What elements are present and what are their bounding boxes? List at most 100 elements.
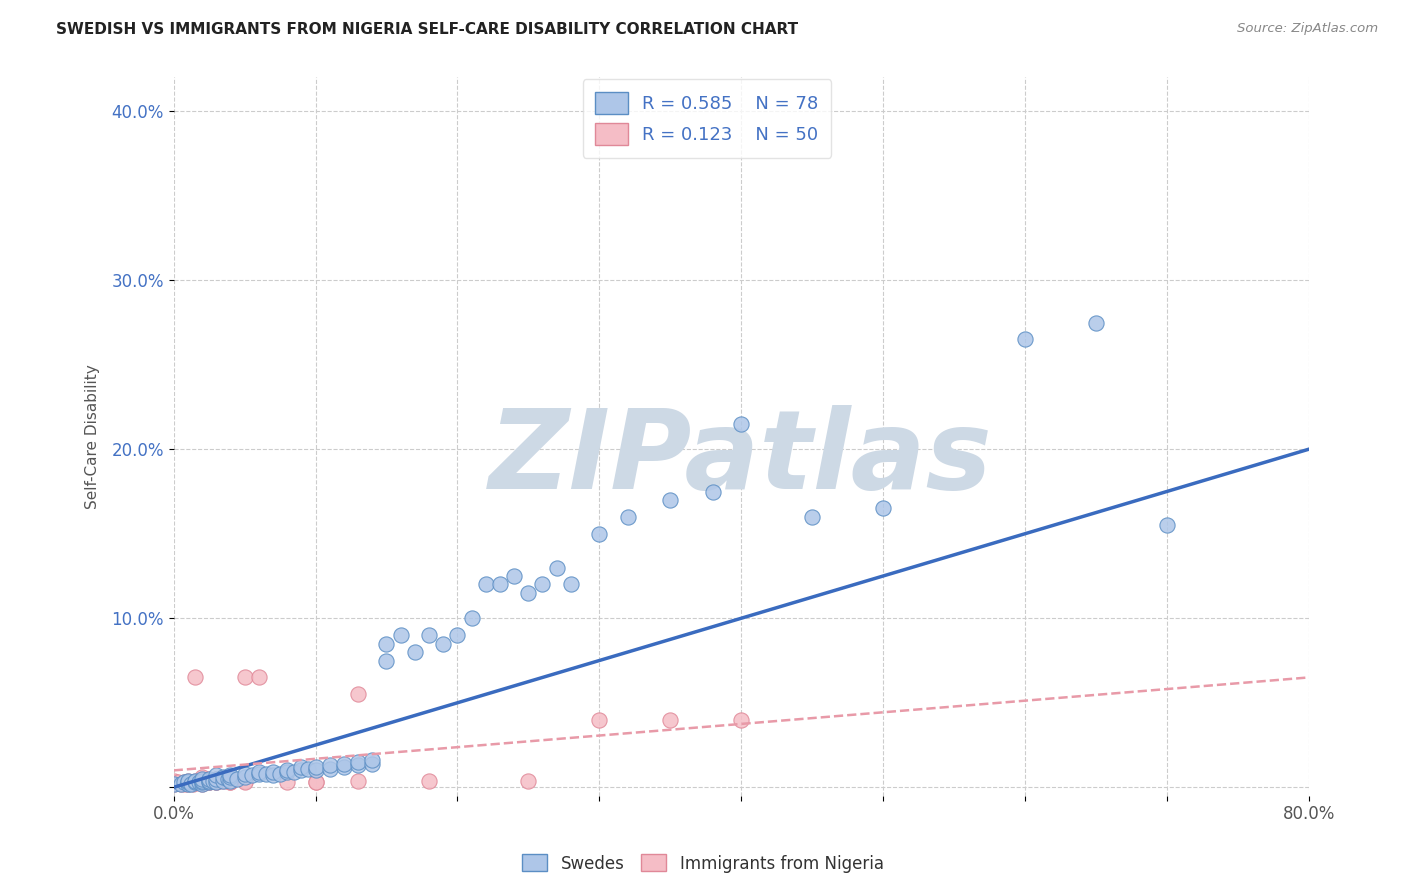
Point bbox=[180, 777, 202, 791]
Point bbox=[517, 773, 540, 788]
Point bbox=[191, 773, 214, 788]
Point bbox=[177, 775, 200, 789]
Point bbox=[177, 775, 200, 789]
Point bbox=[233, 670, 256, 684]
Point bbox=[217, 772, 239, 786]
Point bbox=[191, 775, 214, 789]
Point bbox=[659, 713, 682, 727]
Point bbox=[205, 773, 228, 788]
Point bbox=[404, 645, 426, 659]
Point bbox=[247, 766, 270, 780]
Point bbox=[361, 756, 384, 771]
Point bbox=[418, 628, 440, 642]
Point bbox=[276, 775, 298, 789]
Point bbox=[191, 770, 214, 784]
Point bbox=[333, 756, 356, 771]
Point bbox=[184, 773, 207, 788]
Point bbox=[304, 764, 326, 778]
Point bbox=[446, 628, 468, 642]
Point bbox=[297, 762, 319, 776]
Point bbox=[198, 773, 221, 788]
Point bbox=[233, 775, 256, 789]
Point bbox=[318, 762, 340, 776]
Point bbox=[247, 765, 270, 780]
Y-axis label: Self-Care Disability: Self-Care Disability bbox=[86, 364, 100, 509]
Point bbox=[162, 773, 184, 788]
Point bbox=[219, 770, 242, 784]
Point bbox=[177, 775, 200, 789]
Legend: Swedes, Immigrants from Nigeria: Swedes, Immigrants from Nigeria bbox=[516, 847, 890, 880]
Point bbox=[333, 760, 356, 774]
Point bbox=[198, 775, 221, 789]
Point bbox=[247, 670, 270, 684]
Point bbox=[170, 777, 193, 791]
Point bbox=[212, 770, 235, 784]
Point bbox=[418, 773, 440, 788]
Point bbox=[347, 687, 370, 701]
Point bbox=[219, 768, 242, 782]
Point bbox=[202, 773, 225, 788]
Point bbox=[276, 765, 298, 780]
Point bbox=[460, 611, 482, 625]
Text: Source: ZipAtlas.com: Source: ZipAtlas.com bbox=[1237, 22, 1378, 36]
Point bbox=[1014, 333, 1036, 347]
Point bbox=[191, 772, 214, 786]
Point bbox=[191, 775, 214, 789]
Point bbox=[205, 775, 228, 789]
Point bbox=[389, 628, 412, 642]
Point bbox=[191, 777, 214, 791]
Point bbox=[173, 775, 195, 789]
Point bbox=[191, 775, 214, 789]
Point bbox=[184, 670, 207, 684]
Point bbox=[347, 755, 370, 769]
Point bbox=[546, 560, 568, 574]
Point bbox=[240, 768, 263, 782]
Point bbox=[730, 713, 752, 727]
Point bbox=[219, 775, 242, 789]
Point bbox=[212, 773, 235, 788]
Point bbox=[375, 637, 398, 651]
Point bbox=[191, 775, 214, 789]
Text: SWEDISH VS IMMIGRANTS FROM NIGERIA SELF-CARE DISABILITY CORRELATION CHART: SWEDISH VS IMMIGRANTS FROM NIGERIA SELF-… bbox=[56, 22, 799, 37]
Point bbox=[318, 758, 340, 772]
Point bbox=[205, 772, 228, 786]
Point bbox=[730, 417, 752, 431]
Point bbox=[503, 569, 526, 583]
Point bbox=[659, 493, 682, 508]
Point bbox=[347, 773, 370, 788]
Point bbox=[198, 775, 221, 789]
Point bbox=[180, 775, 202, 789]
Point bbox=[233, 773, 256, 788]
Point bbox=[290, 760, 312, 774]
Point bbox=[177, 777, 200, 791]
Point bbox=[184, 775, 207, 789]
Point bbox=[205, 772, 228, 786]
Point bbox=[283, 765, 305, 780]
Point bbox=[233, 766, 256, 780]
Point bbox=[188, 775, 211, 789]
Point bbox=[205, 775, 228, 789]
Point bbox=[347, 758, 370, 772]
Point bbox=[262, 768, 284, 782]
Point bbox=[361, 753, 384, 767]
Point bbox=[304, 775, 326, 789]
Point bbox=[269, 766, 291, 780]
Point bbox=[191, 773, 214, 788]
Point bbox=[177, 773, 200, 788]
Point bbox=[304, 760, 326, 774]
Point bbox=[177, 777, 200, 791]
Point bbox=[184, 773, 207, 788]
Point bbox=[174, 777, 197, 791]
Point bbox=[167, 775, 190, 789]
Point bbox=[474, 577, 496, 591]
Point bbox=[173, 775, 195, 789]
Point bbox=[219, 773, 242, 788]
Point bbox=[1156, 518, 1178, 533]
Point bbox=[219, 775, 242, 789]
Point bbox=[517, 586, 540, 600]
Point bbox=[191, 772, 214, 786]
Point bbox=[375, 654, 398, 668]
Point bbox=[531, 577, 554, 591]
Point bbox=[198, 775, 221, 789]
Point bbox=[198, 773, 221, 788]
